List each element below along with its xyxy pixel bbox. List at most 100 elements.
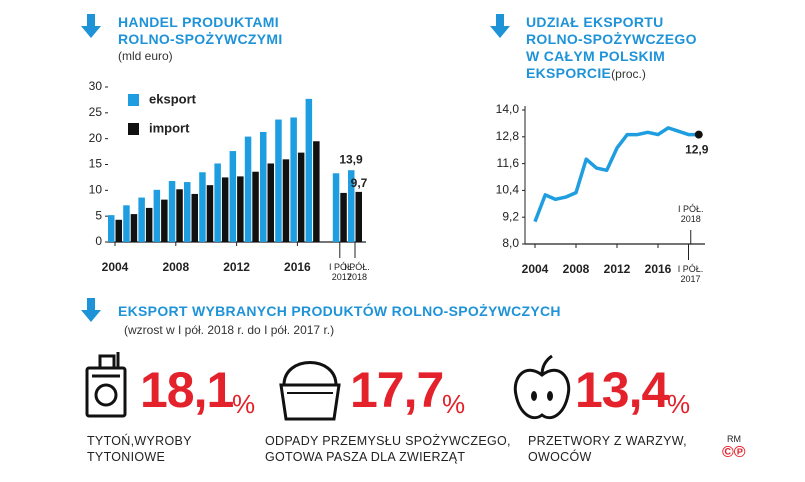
stat-label-line: OWOCÓW [528,450,592,464]
stat-unit: % [232,389,256,419]
chart-title: UDZIAŁ EKSPORTU ROLNO-SPOŻYWCZEGO W CAŁYM … [526,14,697,83]
chart-subtitle: (proc.) [611,67,646,81]
credit-author: RM [727,434,741,444]
y-tick-label: 8,0 [502,236,519,250]
x-tick-label: 2012 [223,260,250,274]
x-tick-label: I PÓŁ. 2018 [344,262,370,282]
bar [282,159,290,242]
y-tick-label: 10 [89,183,103,197]
bar [355,191,362,242]
stat-label-line: GOTOWA PASZA DLA ZWIERZĄT [265,450,466,464]
bar [244,136,252,242]
stat-label-line: ODPADY PRZEMYSŁU SPOŻYWCZEGO, [265,434,511,448]
bar [184,182,191,242]
section-subtitle: (wzrost w I pół. 2018 r. do I pół. 2017 … [124,323,335,337]
bar [168,181,176,242]
bar [145,207,153,242]
bar [252,171,259,242]
chart-title-line: UDZIAŁ EKSPORTU [526,14,664,30]
chart-title-line: ROLNO-SPOŻYWCZYMI [118,31,283,47]
stat-label: PRZETWORY Z WARZYW, OWOCÓW [528,433,687,465]
bar [290,117,297,242]
y-tick-label: 15 [89,157,103,171]
y-tick-label: 25 [89,105,103,119]
x-tick-label: I PÓŁ. 2017 [329,262,355,282]
stat-label-line: TYTOŃ,WYROBY [87,434,192,448]
bar [332,173,340,242]
data-label: 9,7 [351,176,368,190]
bar [153,189,161,242]
bar [275,119,282,242]
bar [297,152,305,242]
bar [206,185,214,242]
legend-label: import [149,120,190,135]
data-label: 13,9 [339,152,363,166]
chart-title-line: HANDEL PRODUKTAMI [118,14,279,30]
bar [260,131,267,242]
chart-subtitle: (mld euro) [118,49,173,63]
stat-label: ODPADY PRZEMYSŁU SPOŻYWCZEGO, GOTOWA PASZ… [265,433,511,465]
stat-unit: % [442,389,466,419]
y-tick-label: 9,2 [502,209,519,223]
bar [313,141,320,242]
line [533,126,699,223]
bar [214,163,221,242]
credit-marks: ©℗ [722,444,746,461]
y-tick-label: 12,8 [496,129,520,143]
x-tick-label: 2016 [284,260,311,274]
chart-title-line: W CAŁYM POLSKIM [526,48,666,64]
bar [237,176,244,242]
bar [176,189,183,242]
stat-label-line: TYTONIOWE [87,450,166,464]
legend-label: eksport [149,91,197,106]
stat-unit: % [667,389,691,419]
x-tick-label: 2008 [162,260,190,274]
y-tick-label: 0 [95,234,102,248]
bar [191,193,198,242]
stat-label: TYTOŃ,WYROBY TYTONIOWE [87,433,192,465]
bar [348,170,355,242]
legend-swatch [128,94,139,106]
icon-bucket [279,361,341,421]
bar [161,199,168,242]
y-tick-label: 30 [89,79,103,93]
bar [229,151,237,242]
x-tick-label: I PÓŁ. 2017 [677,264,704,284]
section-title-text: EKSPORT WYBRANYCH PRODUKTÓW ROLNO-SPOŻYW… [118,303,561,319]
bar [267,163,274,242]
x-tick-label: I PÓŁ. 2018 [677,204,704,224]
bar [108,215,115,242]
stat-value: 13,4 [575,362,669,418]
chart-title: HANDEL PRODUKTAMI ROLNO-SPOŻYWCZYMI (mld e… [118,14,283,65]
y-tick-label: 10,4 [496,183,520,197]
end-dot [694,130,703,139]
chart-title-line: EKSPORCIE(proc.) [526,65,646,81]
bar [130,214,138,242]
y-tick-label: 5 [95,208,102,222]
x-tick-label: 2008 [562,262,590,276]
bar [115,219,122,242]
x-tick-label: 2004 [101,260,129,274]
bar [138,197,145,242]
bar [221,177,229,242]
bar [123,205,130,242]
x-tick-label: 2004 [521,262,549,276]
section-title: EKSPORT WYBRANYCH PRODUKTÓW ROLNO-SPOŻYW… [118,303,561,320]
bar [199,172,206,242]
icon-tobacco [85,352,127,418]
x-tick-label: 2012 [603,262,631,276]
x-tick-label: 2016 [644,262,672,276]
y-tick-label: 20 [89,131,103,145]
icon-apple [513,354,571,420]
chart-title-line: ROLNO-SPOŻYWCZEGO [526,31,697,47]
bar [305,98,313,242]
stat-value: 18,1 [140,362,234,418]
bar [340,192,347,242]
stat-value: 17,7 [350,362,444,418]
data-label: 12,9 [685,143,709,157]
stat-label-line: PRZETWORY Z WARZYW, [528,434,687,448]
y-tick-label: 14,0 [496,102,520,116]
legend-swatch [128,123,139,135]
